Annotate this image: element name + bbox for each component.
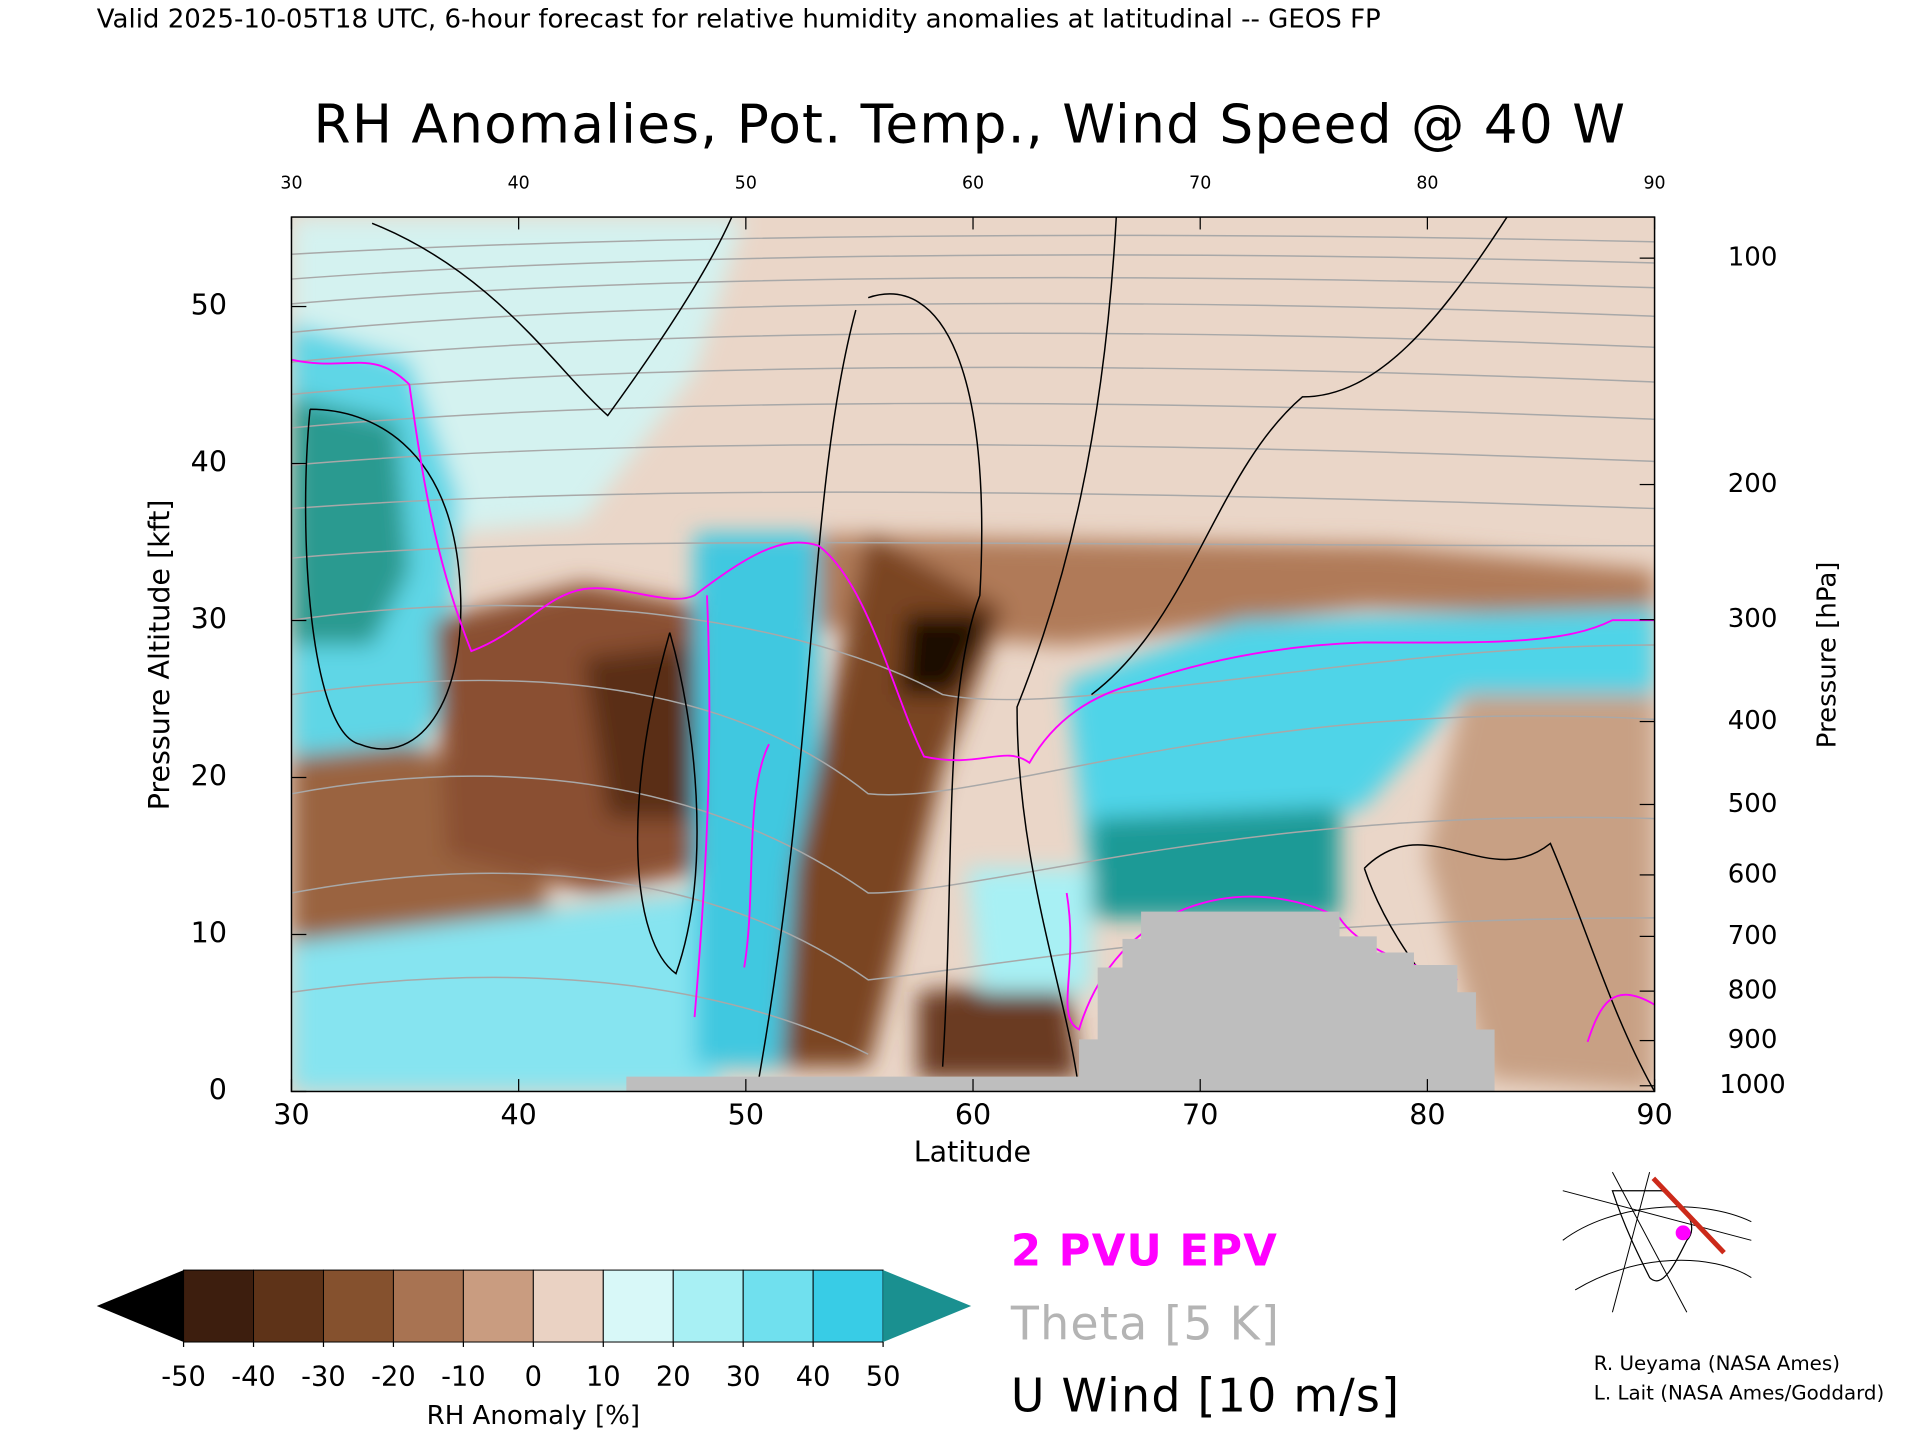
chart-title: RH Anomalies, Pot. Temp., Wind Speed @ 4… <box>314 92 1627 155</box>
colorbar-tick-label: -30 <box>301 1361 346 1392</box>
top-x-tick-label: 40 <box>508 174 530 194</box>
top-x-tick-label: 80 <box>1416 174 1438 194</box>
colorbar-tick-label: -10 <box>441 1361 486 1392</box>
colorbar-tick-label: 10 <box>586 1361 621 1392</box>
y2-tick-label: 100 <box>1728 243 1778 273</box>
colorbar-tick-label: -50 <box>161 1361 206 1392</box>
y2-tick-label: 600 <box>1728 859 1778 889</box>
y2-tick-label: 900 <box>1728 1025 1778 1055</box>
colorbar-swatch <box>812 1269 884 1343</box>
colorbar-swatch <box>462 1269 534 1343</box>
colorbar-swatch <box>672 1269 744 1343</box>
colorbar-over <box>883 1270 972 1343</box>
colorbar-swatch <box>253 1269 324 1343</box>
y-tick-label: 0 <box>209 1073 227 1106</box>
y-tick-label: 50 <box>191 289 227 322</box>
x-tick-label: 90 <box>1636 1098 1672 1131</box>
legend-entry: 2 PVU EPV <box>1011 1226 1278 1276</box>
colorbar-tick-label: 0 <box>525 1361 542 1392</box>
top-x-tick-label: 90 <box>1644 174 1666 194</box>
colorbar-swatch <box>322 1269 394 1343</box>
top-x-tick-label: 50 <box>735 174 757 194</box>
colorbar-tick-label: 20 <box>656 1361 691 1392</box>
inset-map <box>1556 1165 1752 1313</box>
y2-tick-label: 800 <box>1728 976 1778 1006</box>
y-tick-label: 30 <box>191 603 227 636</box>
y2-axis-label: Pressure [hPa] <box>1813 562 1843 749</box>
legend-entry: Theta [5 K] <box>1010 1297 1280 1351</box>
x-tick-label: 80 <box>1409 1098 1445 1131</box>
credit: L. Lait (NASA Ames/Goddard) <box>1594 1382 1884 1405</box>
colorbar-tick-label: -20 <box>371 1361 416 1392</box>
colorbar-swatch <box>602 1269 674 1343</box>
y2-tick-label: 700 <box>1728 921 1778 951</box>
x-tick-label: 70 <box>1182 1098 1218 1131</box>
top-x-tick-label: 70 <box>1189 174 1211 194</box>
y-tick-label: 10 <box>191 916 227 949</box>
x-axis-label: Latitude <box>914 1135 1031 1168</box>
y2-tick-label: 200 <box>1728 469 1778 499</box>
y2-tick-label: 500 <box>1728 789 1778 819</box>
colorbar-swatch <box>183 1269 255 1343</box>
header: Valid 2025-10-05T18 UTC, 6-hour forecast… <box>97 4 1381 34</box>
credit: R. Ueyama (NASA Ames) <box>1594 1352 1840 1375</box>
y2-tick-label: 400 <box>1728 706 1778 736</box>
legend-entry: U Wind [10 m/s] <box>1011 1369 1400 1423</box>
colorbar-swatch <box>392 1269 464 1343</box>
x-tick-label: 60 <box>955 1098 991 1131</box>
x-tick-label: 30 <box>273 1098 309 1131</box>
top-x-tick-label: 30 <box>280 174 302 194</box>
colorbar-swatch <box>532 1269 604 1343</box>
y-axis-label: Pressure Altitude [kft] <box>143 499 176 810</box>
y2-tick-label: 300 <box>1728 604 1778 634</box>
colorbar-tick-label: 30 <box>726 1361 761 1392</box>
x-tick-label: 40 <box>501 1098 537 1131</box>
colorbar-swatch <box>742 1269 814 1343</box>
y-tick-label: 20 <box>191 759 227 792</box>
colorbar-tick-label: 40 <box>796 1361 831 1392</box>
colorbar-label: RH Anomaly [%] <box>427 1401 640 1431</box>
y2-tick-label: 1000 <box>1719 1070 1785 1100</box>
colorbar-under <box>96 1270 184 1343</box>
x-tick-label: 50 <box>728 1098 764 1131</box>
colorbar-tick-label: 50 <box>866 1361 901 1392</box>
field <box>291 217 1655 1092</box>
top-x-tick-label: 60 <box>962 174 984 194</box>
y-tick-label: 40 <box>191 446 227 479</box>
colorbar-tick-label: -40 <box>231 1361 276 1392</box>
